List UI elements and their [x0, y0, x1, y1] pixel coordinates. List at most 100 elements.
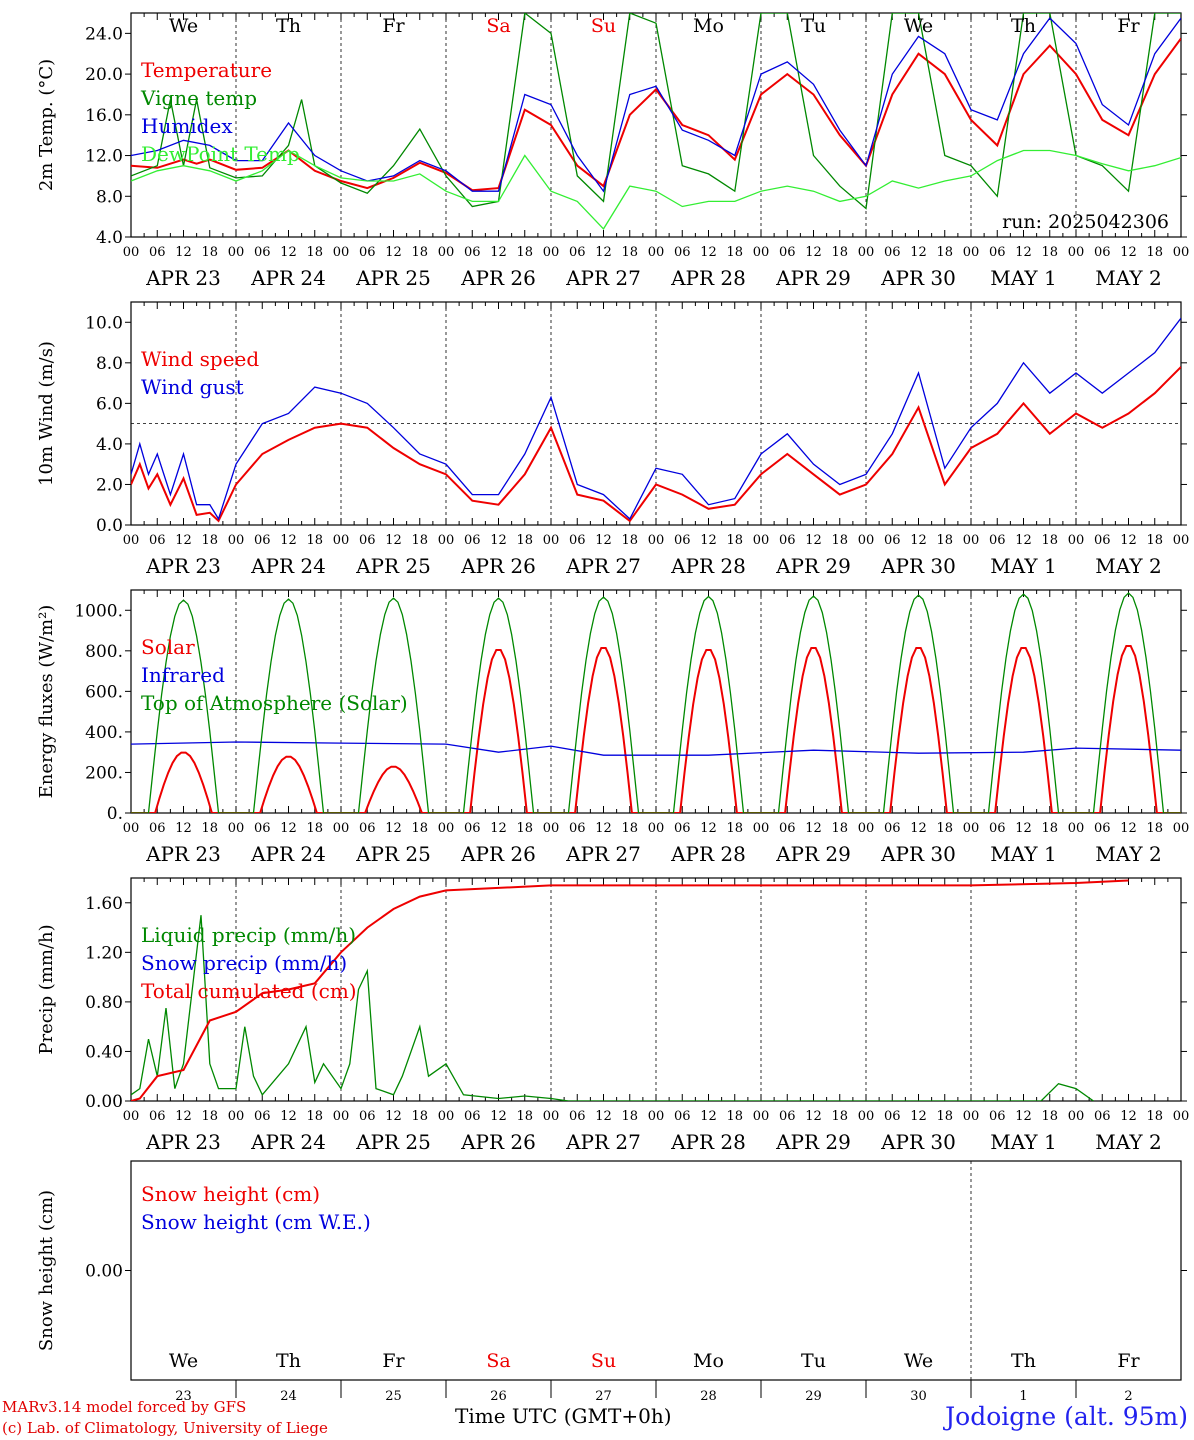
- hour-label: 18: [831, 1109, 848, 1124]
- hour-label: 12: [490, 533, 507, 548]
- y-tick-label: 0.0: [96, 516, 123, 536]
- hour-label: 06: [464, 533, 481, 548]
- bottom-day-number: 25: [385, 1389, 402, 1404]
- weekday-label: Fr: [1117, 15, 1140, 37]
- hour-label: 06: [1094, 533, 1111, 548]
- hour-label: 00: [123, 1109, 140, 1124]
- y-tick-label: 1.60: [85, 894, 123, 914]
- date-label: MAY 1: [990, 842, 1056, 866]
- hour-label: 06: [359, 245, 376, 260]
- hour-label: 00: [648, 533, 665, 548]
- date-label: MAY 1: [990, 266, 1056, 290]
- hour-label: 18: [621, 245, 638, 260]
- date-label: APR 26: [460, 266, 536, 290]
- hour-label: 06: [464, 1109, 481, 1124]
- hour-label: 12: [700, 821, 717, 836]
- date-label: APR 30: [880, 842, 956, 866]
- x-axis-title: Time UTC (GMT+0h): [455, 1404, 672, 1428]
- hour-label: 06: [254, 533, 271, 548]
- series-red: [131, 645, 1181, 813]
- hour-label: 12: [175, 245, 192, 260]
- y-tick-label: 4.0: [96, 435, 123, 455]
- hour-label: 00: [753, 1109, 770, 1124]
- y-tick-label: 0.40: [85, 1042, 123, 1062]
- hour-label: 18: [726, 245, 743, 260]
- hour-label: 12: [280, 821, 297, 836]
- hour-label: 00: [228, 821, 245, 836]
- date-label: APR 30: [880, 266, 956, 290]
- hour-label: 12: [595, 533, 612, 548]
- hour-label: 06: [884, 245, 901, 260]
- y-tick-label: 10.0: [85, 313, 123, 333]
- hour-label: 00: [333, 533, 350, 548]
- series-blue: [131, 741, 1181, 756]
- hour-label: 00: [1173, 533, 1190, 548]
- hour-label: 18: [306, 533, 323, 548]
- y-tick-label: 200.: [85, 763, 123, 783]
- hour-label: 06: [884, 533, 901, 548]
- hour-label: 18: [1146, 533, 1163, 548]
- weekday-label: Su: [591, 15, 616, 37]
- hour-label: 06: [989, 1109, 1006, 1124]
- hour-label: 06: [569, 533, 586, 548]
- hour-label: 06: [674, 1109, 691, 1124]
- hour-label: 06: [254, 1109, 271, 1124]
- y-axis-label: Energy fluxes (W/m²): [36, 605, 57, 799]
- hour-label: 18: [411, 1109, 428, 1124]
- hour-label: 18: [831, 821, 848, 836]
- legend-entry: Snow height (cm W.E.): [141, 1210, 371, 1234]
- weekday-label: Mo: [693, 15, 724, 37]
- hour-label: 00: [963, 821, 980, 836]
- hour-label: 00: [858, 1109, 875, 1124]
- hour-label: 06: [884, 821, 901, 836]
- hour-label: 00: [1068, 821, 1085, 836]
- legend-entry: DewPoint Temp: [141, 142, 300, 166]
- hour-label: 06: [779, 821, 796, 836]
- series-red: [131, 366, 1181, 523]
- hour-label: 12: [700, 245, 717, 260]
- hour-label: 12: [910, 821, 927, 836]
- date-label: APR 30: [880, 554, 956, 578]
- hour-label: 06: [569, 1109, 586, 1124]
- bottom-day-number: 2: [1124, 1389, 1132, 1404]
- hour-label: 00: [438, 245, 455, 260]
- date-label: APR 29: [775, 1130, 851, 1154]
- bottom-weekday-label: We: [904, 1350, 933, 1372]
- hour-label: 00: [333, 1109, 350, 1124]
- date-label: APR 25: [355, 842, 431, 866]
- y-tick-label: 2.0: [96, 475, 123, 495]
- bottom-weekday-label: Sa: [486, 1350, 510, 1372]
- hour-label: 06: [569, 821, 586, 836]
- hour-label: 12: [280, 245, 297, 260]
- weekday-label: We: [169, 15, 198, 37]
- y-tick-label: 0.80: [85, 993, 123, 1013]
- legend-entry: Snow precip (mm/h): [141, 951, 347, 975]
- hour-label: 06: [779, 245, 796, 260]
- y-tick-label: 0.00: [85, 1262, 123, 1282]
- hour-label: 12: [700, 1109, 717, 1124]
- series-blue: [131, 17, 1181, 193]
- station-name: Jodoigne (alt. 95m): [945, 1402, 1188, 1431]
- hour-label: 18: [516, 533, 533, 548]
- hour-label: 18: [411, 821, 428, 836]
- hour-label: 18: [306, 1109, 323, 1124]
- y-tick-label: 12.0: [85, 147, 123, 167]
- date-label: APR 24: [250, 554, 326, 578]
- y-tick-label: 600.: [85, 682, 123, 702]
- hour-label: 00: [858, 533, 875, 548]
- legend-entry: Humidex: [141, 114, 233, 138]
- date-label: MAY 1: [990, 554, 1056, 578]
- date-label: APR 26: [460, 842, 536, 866]
- hour-label: 00: [858, 245, 875, 260]
- hour-label: 18: [726, 533, 743, 548]
- legend-entry: Snow height (cm): [141, 1182, 320, 1206]
- hour-label: 12: [1120, 245, 1137, 260]
- y-tick-label: 8.0: [96, 354, 123, 374]
- hour-label: 12: [1015, 245, 1032, 260]
- hour-label: 12: [490, 821, 507, 836]
- weekday-label: Tu: [801, 15, 826, 37]
- hour-label: 18: [831, 245, 848, 260]
- date-label: APR 29: [775, 554, 851, 578]
- hour-label: 00: [753, 821, 770, 836]
